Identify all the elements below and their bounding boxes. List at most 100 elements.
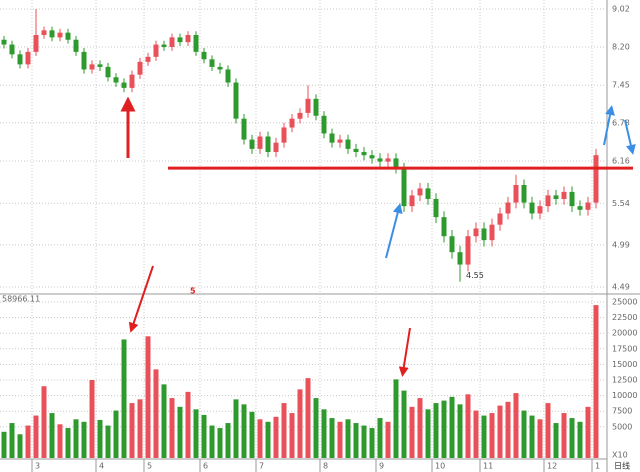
y-tick-label: 12500 <box>612 376 637 385</box>
candle-body <box>89 64 95 70</box>
volume-bar <box>9 423 15 458</box>
candle-body <box>345 139 351 149</box>
candle-body <box>273 142 279 153</box>
arrow <box>603 105 615 146</box>
candle-body <box>137 61 143 75</box>
x-tick-label: 7 <box>259 462 264 471</box>
volume-bar <box>457 404 463 458</box>
volume-bar <box>337 421 343 458</box>
volume-bar <box>345 419 351 458</box>
candle-body <box>505 202 511 214</box>
volume-bar <box>465 394 471 458</box>
candle-body <box>161 44 167 47</box>
candle-body <box>201 51 207 60</box>
y-tick-label: 4.49 <box>612 283 630 292</box>
candle-body <box>585 202 591 210</box>
volume-bar <box>361 425 367 458</box>
candle-body <box>121 82 127 88</box>
volume-title: 58966.11 <box>2 295 40 304</box>
volume-bar <box>281 403 287 458</box>
x-tick-label: 9 <box>379 462 384 471</box>
volume-bar <box>409 406 415 458</box>
volume-bar <box>353 423 359 458</box>
arrow <box>128 265 154 333</box>
volume-bar <box>313 398 319 458</box>
volume-bar <box>209 425 215 458</box>
candle-body <box>185 35 191 43</box>
volume-bar <box>225 423 231 458</box>
x-tick-label: 6 <box>203 462 208 471</box>
candle-body <box>537 206 543 214</box>
volume-bar <box>25 425 31 458</box>
volume-bar <box>289 413 295 458</box>
candle-body <box>105 66 111 78</box>
candle-body <box>153 44 159 57</box>
volume-bar <box>257 419 263 458</box>
volume-bar <box>161 384 167 458</box>
candle-body <box>337 139 343 143</box>
volume-bar <box>17 434 23 458</box>
volume-bar <box>369 428 375 458</box>
y-tick-label: 6.16 <box>612 156 630 165</box>
volume-bar <box>521 410 527 458</box>
volume-bar <box>177 406 183 458</box>
candle-body <box>281 127 287 143</box>
y-tick-label: 20000 <box>612 329 637 338</box>
candle-body <box>393 158 399 169</box>
volume-bar <box>297 389 303 458</box>
volume-bar <box>105 425 111 458</box>
volume-bar <box>169 398 175 458</box>
candle-body <box>177 37 183 43</box>
candle-body <box>65 32 71 40</box>
volume-bar <box>585 406 591 458</box>
volume-bar <box>321 409 327 458</box>
candle-body <box>33 35 39 52</box>
candle-body <box>9 44 15 55</box>
volume-bar <box>449 396 455 458</box>
volume-bar <box>473 410 479 458</box>
candle-body <box>25 51 31 65</box>
volume-bar <box>329 418 335 458</box>
candle-body <box>529 202 535 214</box>
volume-bar <box>121 339 127 458</box>
x-tick-label: 4 <box>99 462 104 471</box>
volume-bar <box>505 401 511 458</box>
candle-body <box>73 39 79 52</box>
volume-bar <box>577 421 583 458</box>
candle-body <box>321 115 327 134</box>
candle-body <box>241 118 247 140</box>
volume-bar <box>73 419 79 458</box>
x-tick-label: 11 <box>483 462 493 471</box>
volume-bar <box>393 379 399 458</box>
candle-body <box>425 188 431 199</box>
candle-body <box>57 32 63 38</box>
volume-bar <box>41 386 47 458</box>
candle-body <box>249 139 255 149</box>
candle-body <box>513 184 519 203</box>
candle-body <box>41 30 47 36</box>
candle-body <box>129 74 135 88</box>
candle-body <box>145 56 151 62</box>
candle-body <box>305 98 311 113</box>
candle-body <box>81 51 87 70</box>
volume-bar <box>513 393 519 458</box>
volume-bar <box>401 390 407 458</box>
y-tick-label: 5.54 <box>612 199 630 208</box>
volume-bar <box>569 418 575 458</box>
y-tick-label: 5000 <box>612 422 632 431</box>
volume-bar <box>377 418 383 458</box>
volume-bar <box>193 409 199 458</box>
y-tick-label: 7.45 <box>612 81 630 90</box>
candle-body <box>593 155 599 203</box>
candle-body <box>433 198 439 218</box>
volume-bar <box>201 414 207 458</box>
volume-bar <box>113 410 119 458</box>
y-tick-label: 4.99 <box>612 240 630 249</box>
x-tick-label: 1 <box>595 462 600 471</box>
y-tick-label: 15000 <box>612 360 637 369</box>
volume-bar <box>57 424 63 458</box>
volume-bar <box>385 421 391 458</box>
x-tick-label: 10 <box>435 462 445 471</box>
volume-bar <box>433 403 439 458</box>
